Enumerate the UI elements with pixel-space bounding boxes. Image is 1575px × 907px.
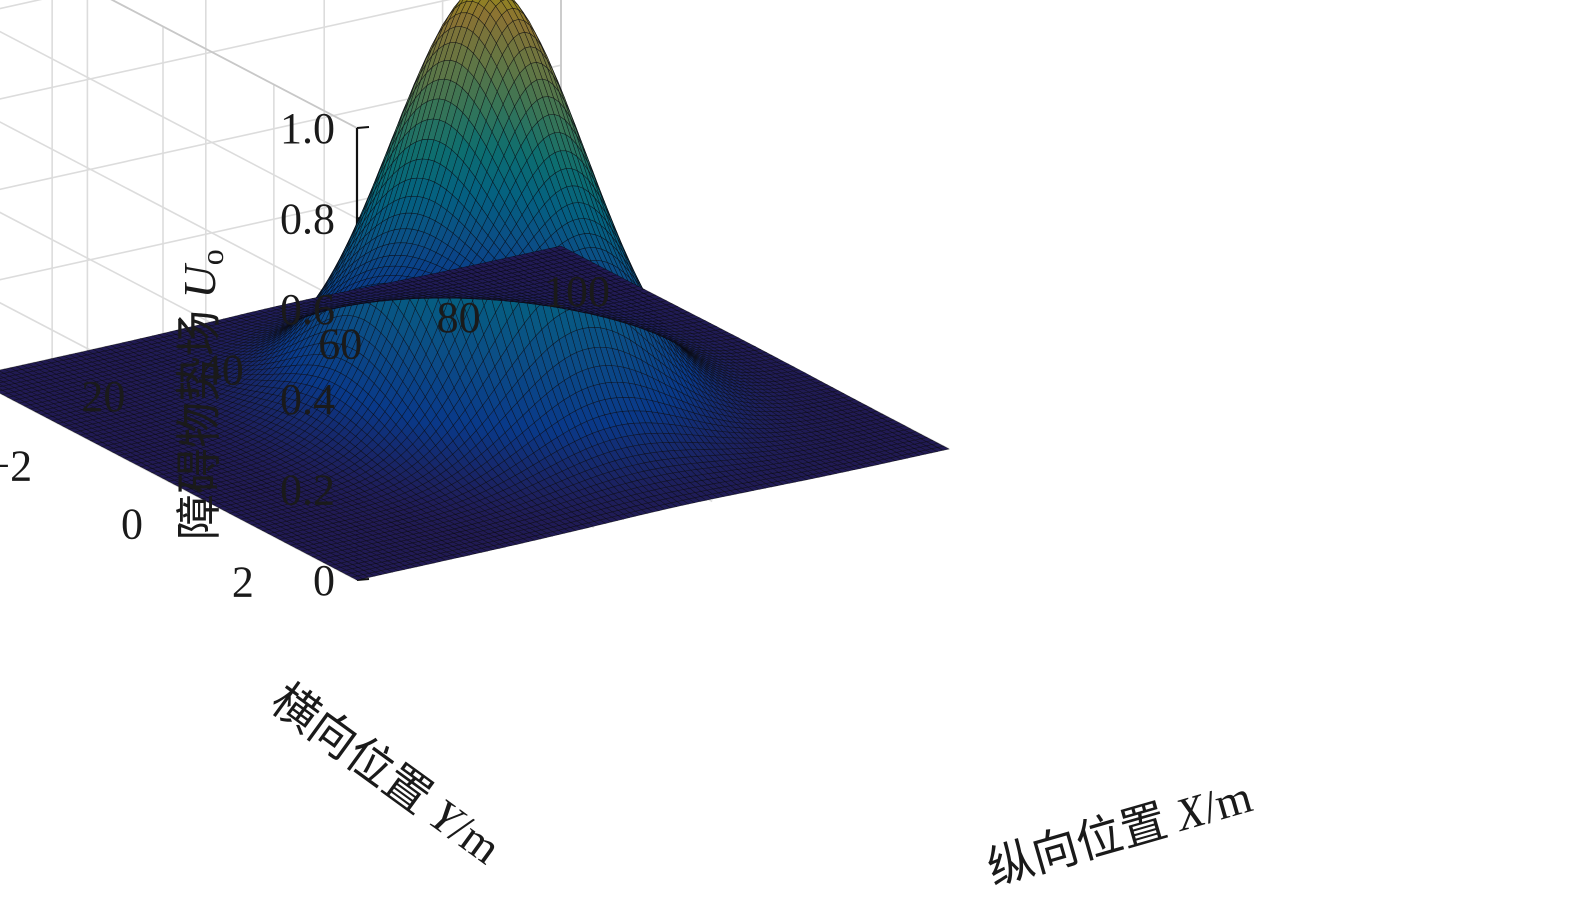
box-edge: [110, 0, 358, 129]
surface-mesh: [0, 0, 950, 581]
grid-line: [0, 0, 451, 100]
z-tick-mark: [356, 126, 370, 129]
